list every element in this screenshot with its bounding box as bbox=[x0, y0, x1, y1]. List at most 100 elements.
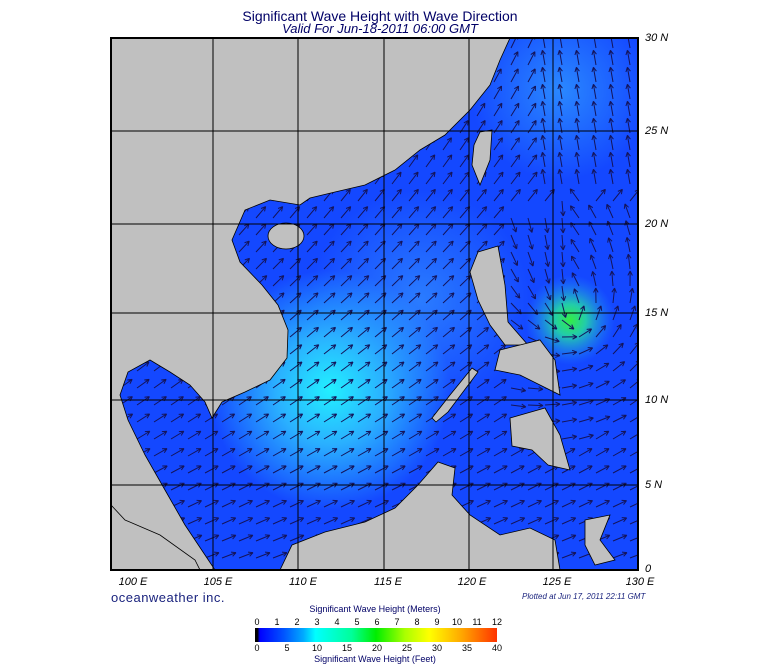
wave-direction-arrow bbox=[340, 206, 352, 219]
lat-label-10: 10 N bbox=[645, 394, 669, 406]
wave-direction-arrow bbox=[493, 137, 503, 151]
wave-direction-arrow bbox=[625, 49, 631, 66]
colorbar-meters-tick: 1 bbox=[274, 617, 280, 627]
wave-direction-arrow bbox=[255, 257, 267, 270]
wave-direction-arrow bbox=[570, 238, 580, 253]
wave-direction-arrow bbox=[510, 499, 525, 508]
wave-direction-arrow bbox=[442, 188, 453, 202]
wave-direction-arrow bbox=[340, 413, 355, 423]
wave-direction-arrow bbox=[561, 517, 577, 525]
wave-direction-arrow bbox=[510, 319, 524, 330]
wave-direction-arrow bbox=[323, 430, 338, 440]
wave-direction-arrow bbox=[408, 448, 423, 457]
wave-direction-arrow bbox=[136, 413, 151, 423]
wave-direction-arrow bbox=[570, 255, 580, 270]
wave-direction-arrow bbox=[493, 188, 504, 202]
wave-direction-arrow bbox=[323, 292, 336, 304]
graticule bbox=[111, 38, 638, 570]
colorbar-meters-tick: 2 bbox=[294, 617, 300, 627]
wave-direction-arrow bbox=[187, 499, 202, 508]
colorbar-meters-tick: 7 bbox=[394, 617, 400, 627]
wave-direction-arrow bbox=[510, 517, 526, 525]
wave-direction-arrow bbox=[289, 517, 305, 525]
lon-label-115: 115 E bbox=[374, 576, 402, 588]
colorbar-meters-tick: 8 bbox=[414, 617, 420, 627]
wave-direction-arrow bbox=[357, 344, 371, 355]
wave-direction-arrow bbox=[611, 287, 617, 304]
wave-direction-arrow bbox=[561, 334, 578, 340]
wave-direction-arrow bbox=[608, 66, 614, 83]
wave-direction-arrow bbox=[204, 517, 220, 525]
wave-direction-arrow bbox=[408, 188, 419, 202]
wave-direction-arrow bbox=[540, 49, 546, 66]
wave-direction-arrow bbox=[442, 326, 455, 338]
wave-direction-arrow bbox=[561, 417, 578, 423]
wave-direction-arrow bbox=[561, 499, 576, 508]
wave-direction-arrow bbox=[170, 430, 185, 440]
wave-direction-arrow bbox=[272, 257, 284, 270]
wave-direction-arrow bbox=[608, 100, 614, 117]
wave-direction-arrow bbox=[510, 387, 527, 393]
lat-label-30: 30 N bbox=[645, 32, 669, 44]
wave-direction-arrow bbox=[595, 430, 610, 440]
wave-direction-arrow bbox=[340, 499, 355, 508]
wave-direction-arrow bbox=[425, 240, 437, 253]
colorbar-meters-tick: 12 bbox=[491, 617, 503, 627]
wave-direction-arrow bbox=[627, 270, 633, 287]
lon-label-105: 105 E bbox=[203, 576, 233, 588]
wave-direction-arrow bbox=[510, 268, 519, 283]
wave-direction-arrow bbox=[591, 134, 597, 151]
wave-direction-arrow bbox=[408, 206, 420, 219]
wave-direction-arrow bbox=[408, 309, 421, 321]
wave-direction-arrow bbox=[527, 386, 544, 392]
wave-direction-arrow bbox=[187, 413, 202, 423]
wave-direction-arrow bbox=[561, 434, 578, 440]
wave-direction-arrow bbox=[306, 413, 321, 423]
wave-direction-arrow bbox=[442, 309, 455, 321]
wave-direction-arrow bbox=[591, 38, 597, 49]
wave-direction-arrow bbox=[629, 287, 635, 304]
wave-direction-arrow bbox=[289, 326, 302, 338]
wave-direction-arrow bbox=[595, 415, 611, 423]
wave-direction-arrow bbox=[510, 234, 518, 250]
colorbar-meters-tick: 9 bbox=[434, 617, 440, 627]
wave-direction-arrow bbox=[204, 534, 220, 542]
wave-direction-arrow bbox=[540, 83, 546, 100]
wave-direction-arrow bbox=[574, 100, 580, 117]
wave-direction-arrow bbox=[510, 251, 519, 266]
wave-direction-arrow bbox=[540, 134, 546, 151]
wave-direction-arrow bbox=[272, 499, 287, 508]
colorbar-feet-tick: 0 bbox=[254, 643, 260, 653]
wave-direction-arrow bbox=[612, 499, 627, 508]
wave-direction-arrow bbox=[527, 85, 537, 100]
lat-label-25: 25 N bbox=[645, 125, 669, 137]
wave-direction-arrow bbox=[255, 551, 271, 559]
wave-direction-arrow bbox=[527, 102, 537, 117]
wave-direction-arrow bbox=[323, 499, 338, 508]
wave-direction-arrow bbox=[442, 378, 456, 389]
wave-direction-arrow bbox=[272, 430, 287, 440]
wave-direction-arrow bbox=[544, 268, 551, 284]
wave-direction-arrow bbox=[204, 499, 219, 508]
wave-direction-arrow bbox=[357, 413, 372, 423]
wave-direction-arrow bbox=[476, 326, 489, 338]
wave-direction-arrow bbox=[442, 292, 455, 304]
wave-direction-arrow bbox=[561, 349, 578, 356]
wave-direction-arrow bbox=[391, 326, 404, 338]
colorbar-meters-tick: 11 bbox=[472, 617, 482, 627]
land-hainan bbox=[267, 222, 305, 250]
wave-direction-arrow bbox=[391, 448, 406, 457]
wave-direction-arrow bbox=[442, 171, 453, 185]
wave-direction-arrow bbox=[255, 465, 270, 474]
wave-direction-arrow bbox=[357, 257, 369, 270]
wave-direction-arrow bbox=[323, 206, 335, 219]
wave-direction-arrow bbox=[425, 326, 438, 338]
wave-direction-arrow bbox=[626, 253, 632, 270]
wave-direction-arrow bbox=[425, 188, 436, 202]
wave-direction-arrow bbox=[589, 237, 597, 253]
wave-direction-arrow bbox=[221, 551, 237, 559]
wave-direction-arrow bbox=[459, 361, 473, 372]
wave-direction-arrow bbox=[204, 448, 219, 457]
wave-direction-arrow bbox=[374, 361, 388, 372]
wave-direction-arrow bbox=[493, 85, 503, 100]
